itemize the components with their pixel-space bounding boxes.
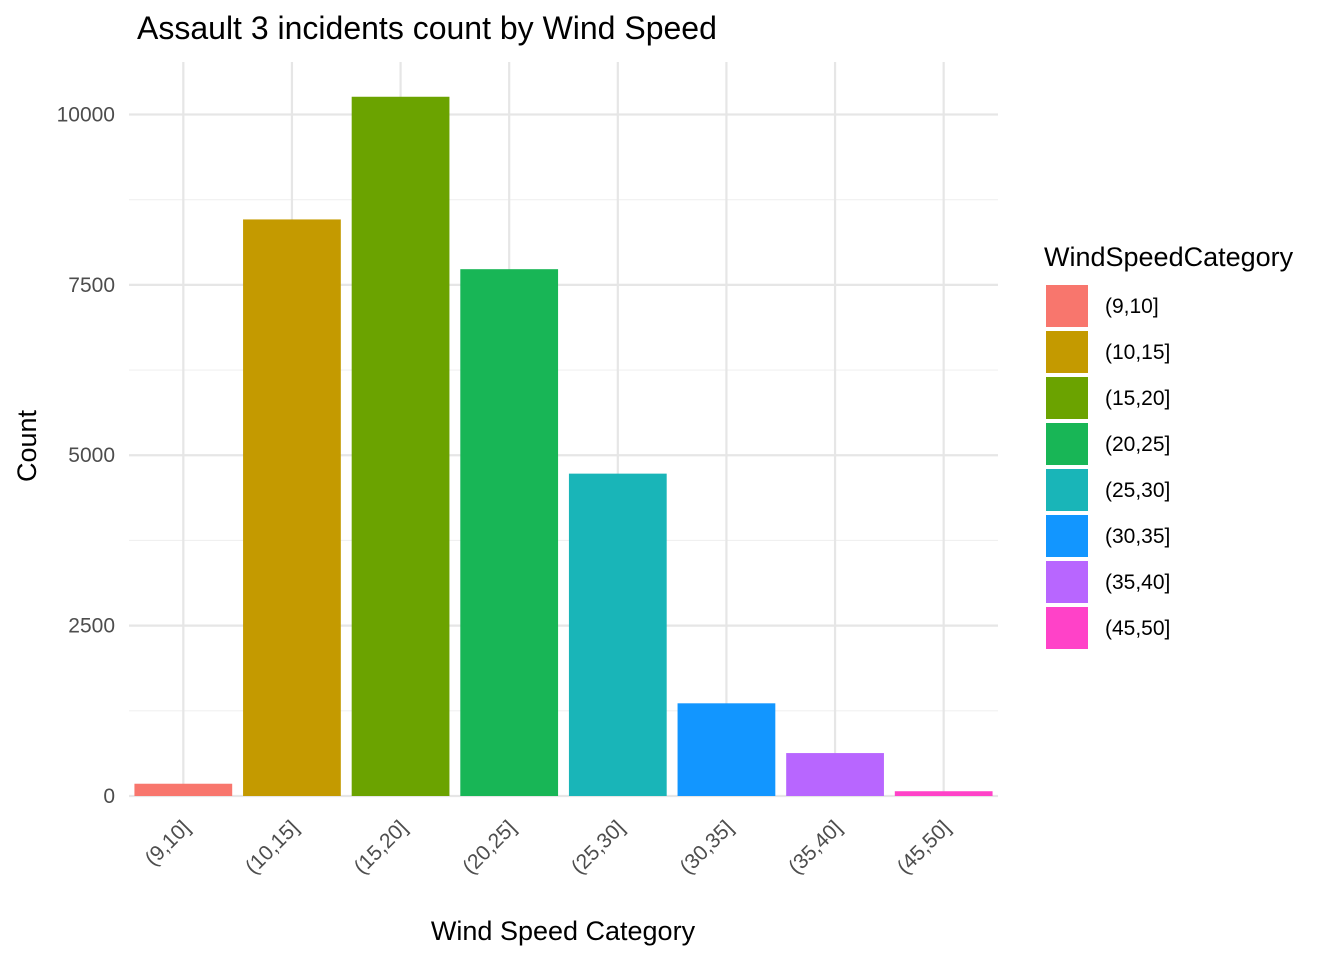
bar (351, 96, 450, 796)
x-tick-label: (9,10] (141, 816, 195, 870)
legend-label: (15,20] (1105, 387, 1170, 410)
bar (894, 791, 993, 796)
bar (568, 473, 667, 796)
x-tick-label: (25,30] (567, 816, 630, 879)
legend-label: (35,40] (1105, 571, 1170, 594)
y-tick-label: 10000 (57, 103, 115, 126)
legend: WindSpeedCategory (9,10] (10,15] (15,20] (2… (1044, 242, 1294, 649)
x-axis-title: Wind Speed Category (431, 916, 696, 946)
bars (134, 96, 993, 796)
legend-swatch (1046, 561, 1088, 603)
bar (677, 703, 776, 796)
legend-swatch (1046, 423, 1088, 465)
legend-item: (20,25] (1046, 423, 1170, 465)
legend-swatch (1046, 469, 1088, 511)
y-tick-label: 2500 (68, 615, 115, 638)
legend-item: (9,10] (1046, 285, 1159, 327)
legend-item: (45,50] (1046, 607, 1170, 649)
x-tick-label: (20,25] (458, 816, 521, 879)
legend-swatch (1046, 285, 1088, 327)
y-axis-ticks: 0 2500 5000 7500 10000 (57, 103, 115, 808)
x-tick-label: (15,20] (350, 816, 413, 879)
y-tick-label: 7500 (68, 274, 115, 297)
x-tick-label: (45,50] (893, 816, 956, 879)
legend-item: (10,15] (1046, 331, 1170, 373)
chart-title: Assault 3 incidents count by Wind Speed (137, 10, 717, 46)
legend-item: (25,30] (1046, 469, 1170, 511)
legend-label: (45,50] (1105, 617, 1170, 640)
bar (786, 753, 884, 796)
x-tick-label: (35,40] (784, 816, 847, 879)
y-tick-label: 5000 (68, 444, 115, 467)
bar (243, 219, 341, 796)
legend-items: (9,10] (10,15] (15,20] (20,25] (25,30] (30,35… (1046, 285, 1170, 649)
legend-label: (30,35] (1105, 525, 1170, 548)
bar (134, 783, 233, 796)
x-axis-ticks: (9,10] (10,15] (15,20] (20,25] (25,30] (30,35… (141, 816, 956, 879)
bar (460, 269, 559, 796)
legend-swatch (1046, 515, 1088, 557)
legend-label: (10,15] (1105, 341, 1170, 364)
y-tick-label: 0 (103, 785, 115, 808)
legend-label: (20,25] (1105, 433, 1170, 456)
legend-label: (25,30] (1105, 479, 1170, 502)
legend-item: (35,40] (1046, 561, 1170, 603)
y-axis-title: Count (12, 409, 42, 482)
legend-item: (15,20] (1046, 377, 1170, 419)
legend-swatch (1046, 331, 1088, 373)
legend-label: (9,10] (1105, 295, 1159, 318)
legend-title: WindSpeedCategory (1044, 242, 1294, 272)
x-tick-label: (10,15] (241, 816, 304, 879)
legend-swatch (1046, 377, 1088, 419)
legend-swatch (1046, 607, 1088, 649)
x-tick-label: (30,35] (675, 816, 738, 879)
legend-item: (30,35] (1046, 515, 1170, 557)
